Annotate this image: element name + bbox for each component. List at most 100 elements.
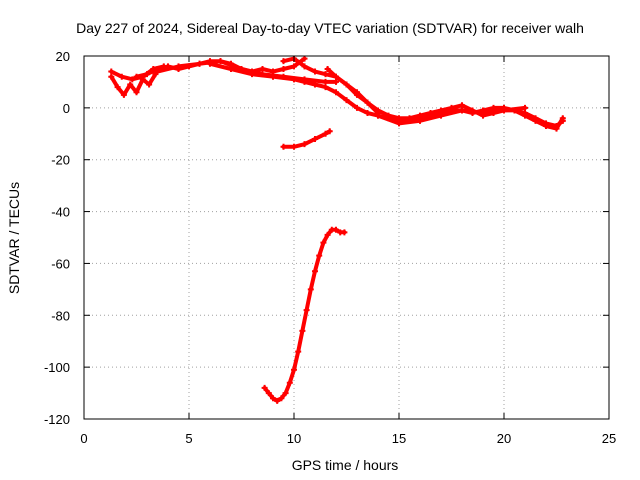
data-point [114,84,121,91]
data-point [364,99,371,106]
y-tick-label: -100 [44,360,70,375]
data-point [343,81,350,88]
data-point [417,112,423,119]
data-point [333,73,339,80]
data-point [320,239,327,246]
data-point [322,130,329,137]
data-point [312,135,318,142]
series-arc-8 [375,104,528,127]
data-point [133,73,140,80]
data-point [333,226,339,233]
data-point [312,68,318,75]
data-point [228,65,234,72]
y-tick-label: -40 [51,205,70,220]
data-point [459,102,465,109]
data-point [120,91,127,98]
data-point [175,63,182,70]
data-point [559,115,566,122]
data-point [522,104,528,111]
data-point [301,63,308,70]
data-point [280,58,287,65]
data-point [301,78,308,85]
data-point [291,63,297,70]
tick-layer: 0 5 10 15 20 25 -120 -100 -80 -60 -40 -20 0 20 [44,49,616,446]
y-axis-label: SDTVAR / TECUs [6,182,22,294]
data-point [270,395,276,402]
data-point [286,379,293,386]
series-line [376,105,527,126]
series-arc-9 [280,128,333,150]
series-line [281,56,380,115]
data-point [295,348,302,355]
data-point [438,107,444,114]
data-point [307,286,314,293]
data-point [396,120,402,127]
data-point [249,71,255,78]
data-point [324,65,331,72]
data-point [341,229,348,236]
data-point [280,143,287,150]
data-point [522,112,528,119]
data-point [316,252,323,259]
data-point [301,55,308,62]
data-point [543,123,549,130]
chart-title: Day 227 of 2024, Sidereal Day-to-day VTE… [76,20,584,36]
data-point [326,128,333,135]
y-tick-label: -120 [44,412,70,427]
data-point [108,73,115,80]
data-point [291,76,297,83]
data-point [312,81,318,88]
data-point [322,78,329,85]
data-point [265,390,272,397]
data-point [322,71,329,78]
data-point [133,89,140,96]
y-tick-label: -60 [51,256,70,271]
data-point [322,84,329,91]
x-tick-label: 25 [602,431,616,446]
x-tick-label: 5 [185,431,192,446]
data-point [303,307,310,314]
data-point [274,397,281,404]
data-point [278,395,285,402]
x-axis-label: GPS time / hours [292,457,399,473]
data-point [291,143,297,150]
data-point [333,89,339,96]
data-point [459,107,465,114]
grid-layer [84,56,609,419]
data-point [480,110,486,117]
data-point [375,112,381,119]
y-tick-label: -80 [51,308,70,323]
data-point [438,112,444,119]
x-tick-label: 0 [80,431,87,446]
data-point [207,60,213,67]
y-tick-label: 20 [56,49,70,64]
data-point [144,71,150,78]
data-point [196,60,203,67]
data-point [427,110,434,117]
data-point [270,73,276,80]
data-point [364,110,371,117]
x-tick-label: 10 [287,431,301,446]
data-point [261,384,268,391]
data-point [354,91,360,98]
x-tick-label: 15 [392,431,406,446]
x-tick-label: 20 [497,431,511,446]
data-point [396,115,402,122]
data-point [217,58,224,65]
data-point [301,141,308,148]
data-point [312,268,318,275]
data-point [501,107,507,114]
data-point [375,107,381,114]
data-point [532,117,539,124]
data-point [118,73,125,80]
series-arc-10 [261,226,348,404]
data-point [259,65,266,72]
data-point [129,76,136,83]
series-arc-7 [324,65,566,132]
data-point [280,65,287,72]
plot-frame [83,55,610,420]
data-point [127,81,134,88]
data-point [291,366,297,373]
